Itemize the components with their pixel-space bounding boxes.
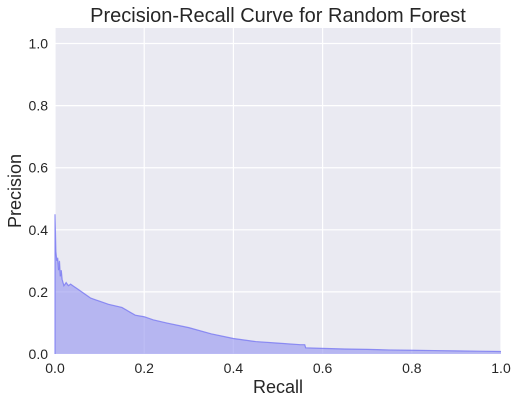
x-tick-label: 0.6	[313, 360, 333, 376]
x-tick-labels: 0.0 0.2 0.4 0.6 0.8 1.0	[45, 360, 511, 376]
y-tick-label: 0.8	[29, 98, 49, 114]
y-axis-label: Precision	[5, 154, 25, 228]
y-tick-label: 0.2	[29, 284, 49, 300]
y-tick-labels: 0.0 0.2 0.4 0.6 0.8 1.0	[29, 36, 49, 362]
precision-recall-curve-line	[54, 214, 502, 354]
plot-area-background	[55, 28, 501, 354]
x-tick-label: 1.0	[491, 360, 511, 376]
y-tick-label: 0.6	[29, 160, 49, 176]
x-tick-label: 0.8	[402, 360, 422, 376]
x-tick-label: 0.4	[224, 360, 244, 376]
y-tick-label: 0.4	[29, 222, 49, 238]
y-tick-label: 1.0	[29, 36, 49, 52]
precision-recall-area	[55, 214, 501, 354]
x-axis-label: Recall	[253, 377, 303, 397]
chart-title: Precision-Recall Curve for Random Forest	[90, 5, 466, 27]
x-tick-label: 0.0	[45, 360, 65, 376]
y-tick-label: 0.0	[29, 346, 49, 362]
x-tick-label: 0.2	[134, 360, 154, 376]
